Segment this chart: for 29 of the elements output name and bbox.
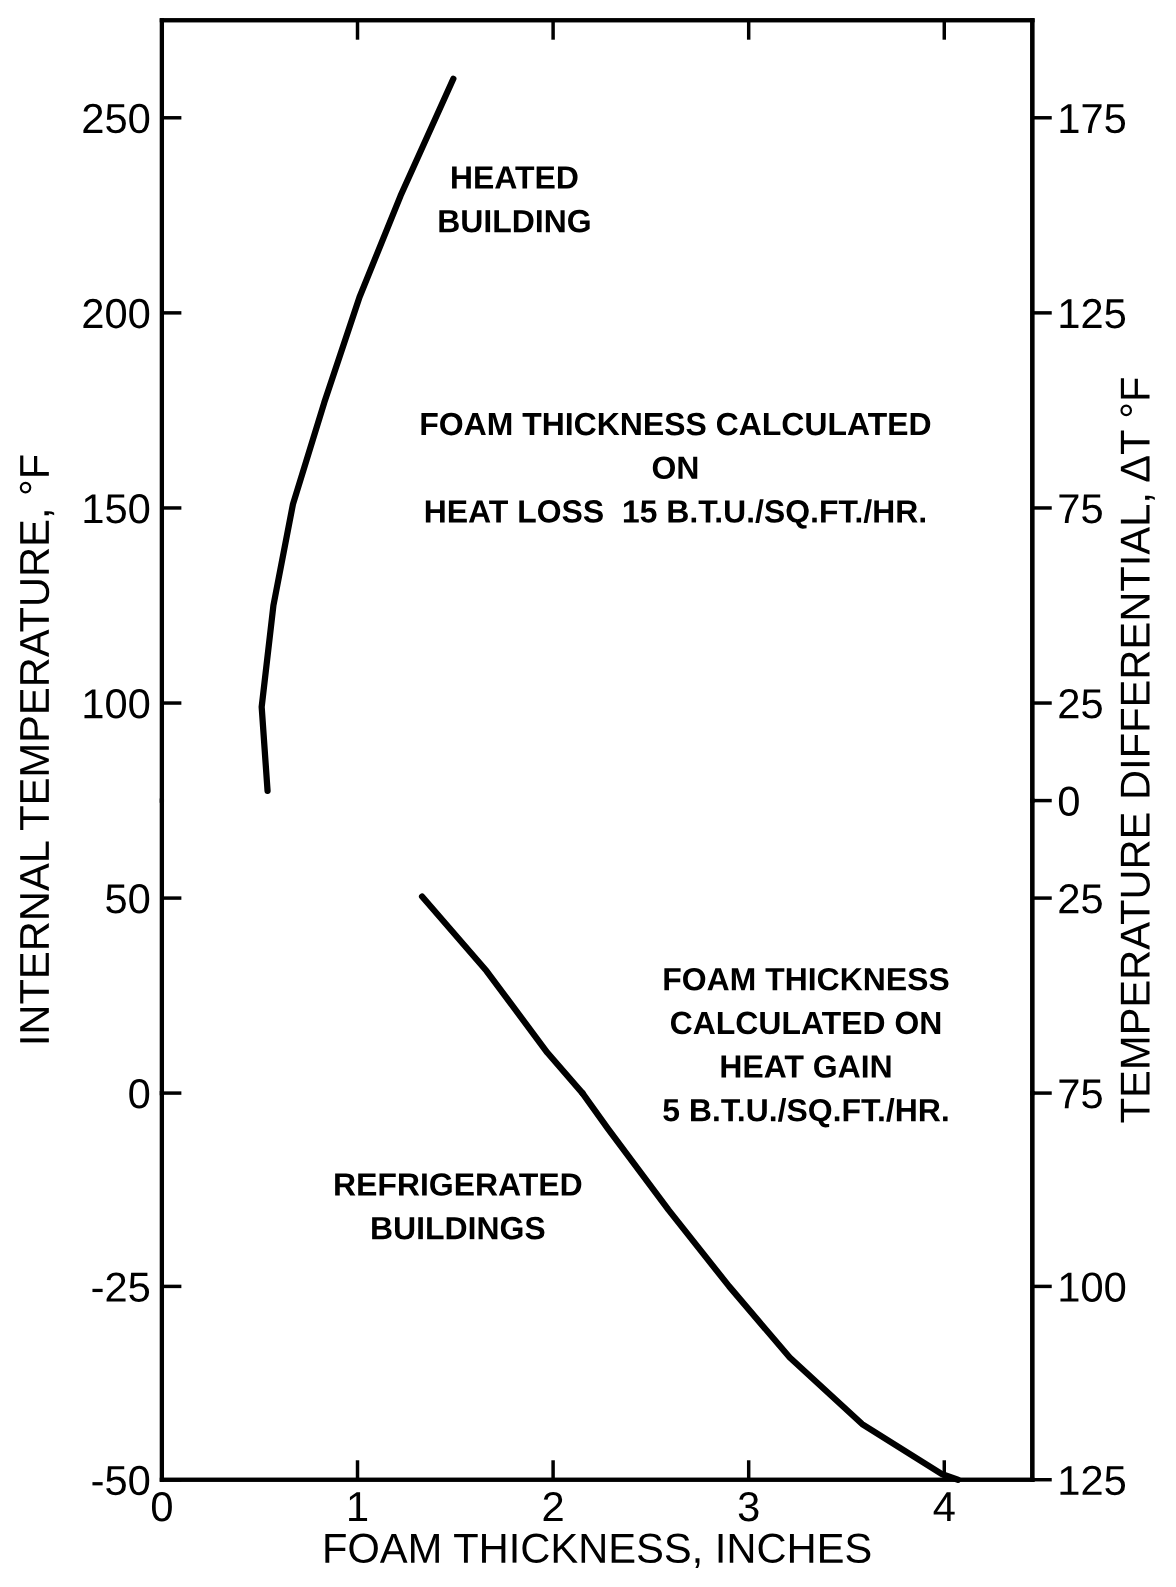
x-tick-label: 3 [738, 1491, 759, 1522]
y-tick-label: -25 [92, 1272, 150, 1302]
y2-tick-label: 25 [1059, 689, 1102, 719]
y2-tick-label: 75 [1059, 494, 1102, 524]
y2-tick-label: 100 [1060, 1272, 1126, 1302]
annotation: HEATED BUILDING [439, 166, 590, 233]
y2-tick-label: 175 [1060, 104, 1126, 134]
y-tick-label: 0 [129, 1079, 150, 1109]
y-tick-label: 100 [84, 689, 150, 719]
y2-tick-label: 25 [1059, 884, 1102, 914]
y2-tick-label: 125 [1060, 1465, 1126, 1496]
x-tick-label: 1 [349, 1492, 368, 1522]
y-tick-label: 150 [84, 493, 150, 524]
x-tick-label: 2 [543, 1491, 563, 1522]
y-axis-title: INTERNAL TEMPERATURE, °F [19, 455, 55, 1043]
annotation: FOAM THICKNESS CALCULATED ON HEAT GAIN 5 B.T.U./SQ.FT./HR. [663, 967, 949, 1128]
x-tick-label: 0 [151, 1491, 172, 1522]
y-tick-label: -50 [92, 1465, 150, 1496]
annotation: FOAM THICKNESS CALCULATED ON HEAT LOSS 15 B.T.U./SQ.FT./HR. [421, 412, 931, 529]
y2-axis-title: TEMPERATURE DIFFERENTIAL, ΔT °F [1120, 378, 1155, 1123]
y2-tick-label: 75 [1059, 1079, 1102, 1109]
y-tick-label: 250 [83, 103, 150, 134]
y2-tick-label: 125 [1060, 298, 1126, 329]
y2-tick-label: 0 [1058, 786, 1079, 817]
y-tick-label: 50 [106, 884, 150, 914]
x-axis-title: FOAM THICKNESS, INCHES [325, 1533, 871, 1568]
x-tick-label: 4 [933, 1492, 955, 1522]
annotation: REFRIGERATED BUILDINGS [335, 1173, 582, 1240]
y-tick-label: 200 [83, 298, 150, 329]
